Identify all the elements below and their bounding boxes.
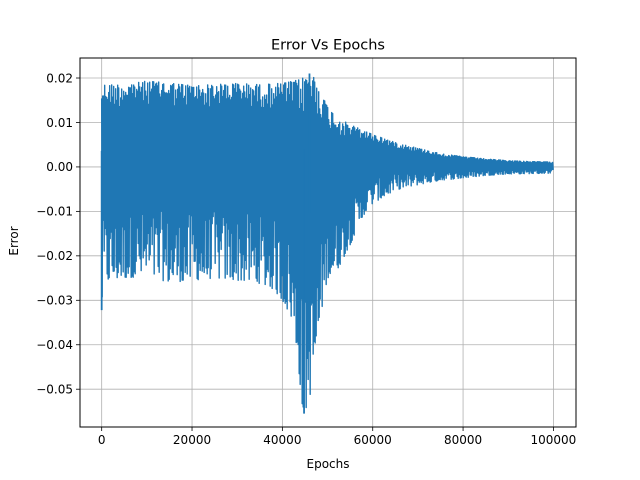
x-tick-label: 100000 xyxy=(531,433,577,447)
error-series-line xyxy=(100,76,554,409)
y-tick-label: −0.05 xyxy=(36,383,73,397)
x-tick-label: 40000 xyxy=(263,433,301,447)
x-axis-label: Epochs xyxy=(307,457,350,471)
y-tick-label: −0.02 xyxy=(36,249,73,263)
y-tick-label: 0.02 xyxy=(46,71,73,85)
x-tick-label: 0 xyxy=(98,433,106,447)
y-tick-label: 0.00 xyxy=(46,160,73,174)
x-tick-label: 80000 xyxy=(444,433,482,447)
plot-frame xyxy=(79,57,577,428)
x-tick-label: 20000 xyxy=(173,433,211,447)
y-tick-label: 0.01 xyxy=(46,116,73,130)
y-tick-label: −0.04 xyxy=(36,338,73,352)
y-axis-label: Error xyxy=(7,226,21,255)
x-tick-label: 60000 xyxy=(354,433,392,447)
y-tick-label: −0.03 xyxy=(36,294,73,308)
series-layer xyxy=(100,73,554,414)
y-tick-label: −0.01 xyxy=(36,205,73,219)
tick-layer: 0 20000 40000 60000 80000 100000 0.02 0.01 0.00 −… xyxy=(36,71,576,447)
chart-title: Error Vs Epochs xyxy=(271,38,385,54)
